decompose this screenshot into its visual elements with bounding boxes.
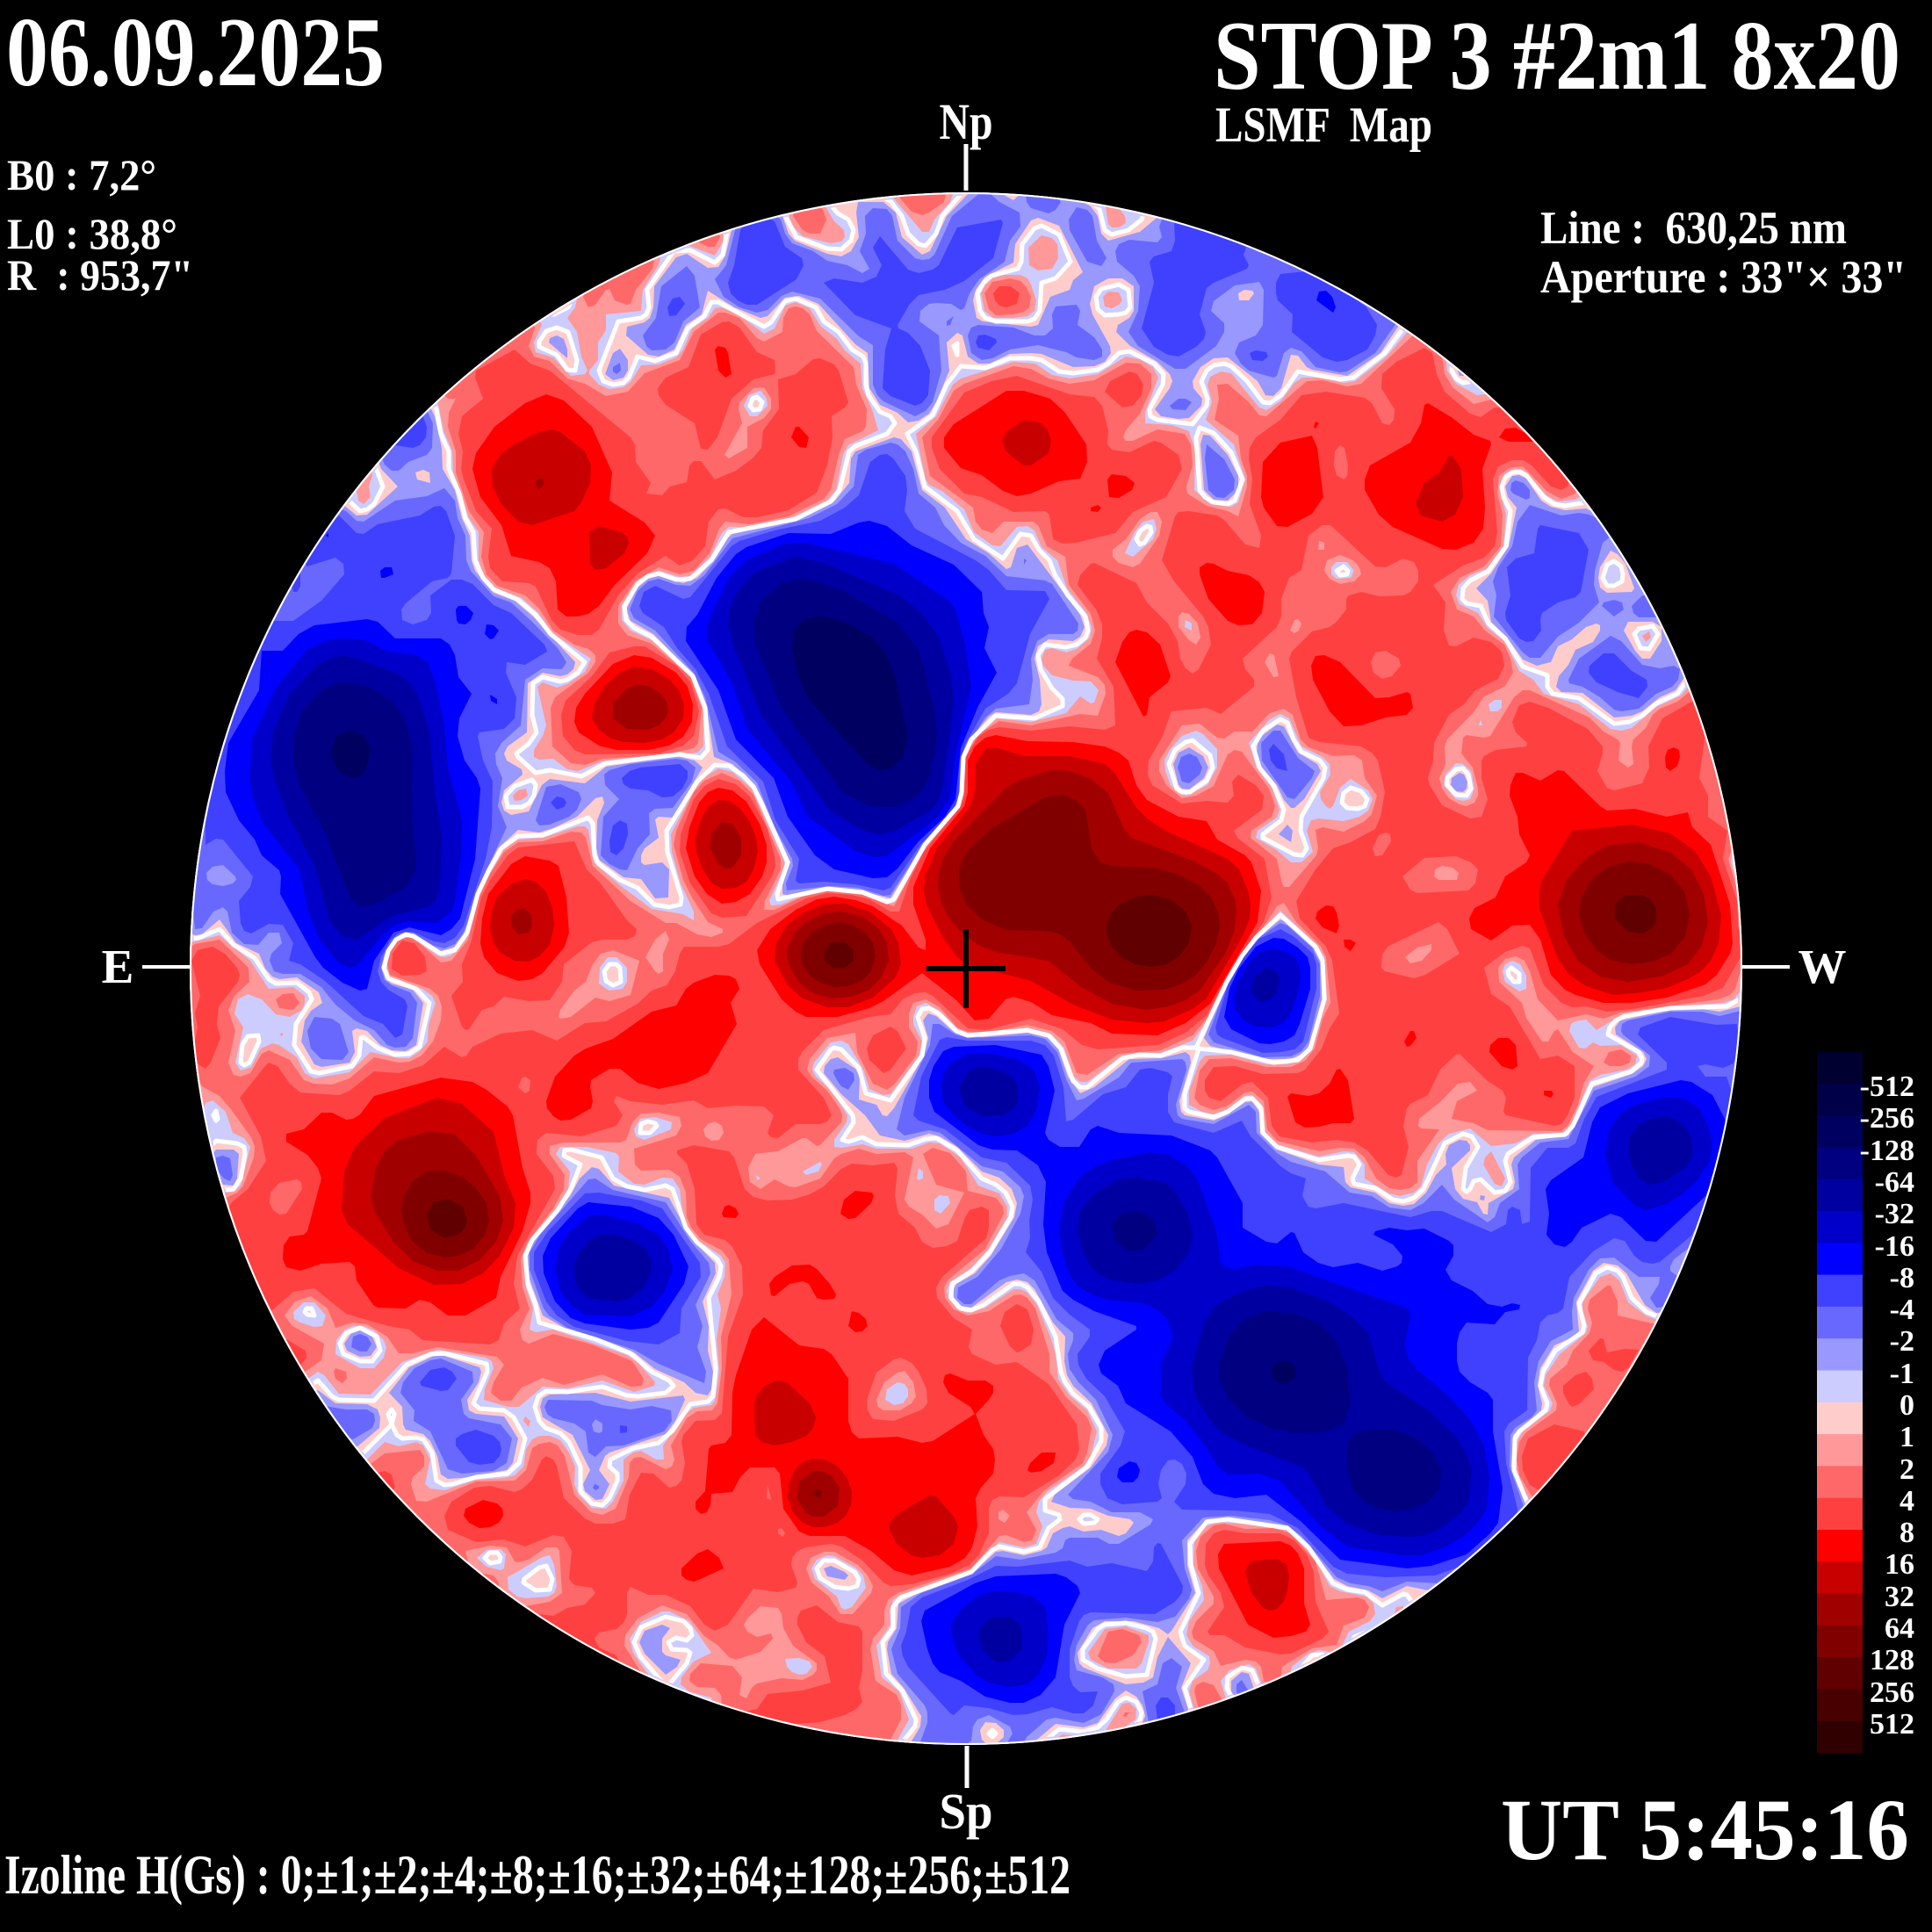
svg-text:E: E — [102, 940, 134, 993]
svg-text:0: 0 — [1900, 1389, 1914, 1422]
svg-text:-32: -32 — [1875, 1198, 1914, 1230]
svg-text:LSMF Map: LSMF Map — [1215, 97, 1432, 153]
svg-text:-512: -512 — [1860, 1071, 1914, 1103]
svg-text:STOP 3 #2m1 8x20: STOP 3 #2m1 8x20 — [1214, 2, 1900, 111]
svg-text:2: 2 — [1900, 1453, 1914, 1486]
svg-text:Izoline H(Gs) : 0;±1;±2;±4;±8;: Izoline H(Gs) : 0;±1;±2;±4;±8;±16;±32;±6… — [4, 1843, 1071, 1906]
svg-text:1: 1 — [1900, 1421, 1914, 1453]
svg-text:W: W — [1799, 940, 1847, 993]
svg-text:R : 953,7": R : 953,7" — [7, 250, 193, 299]
svg-text:Aperture : 33"× 33": Aperture : 33"× 33" — [1540, 252, 1907, 303]
svg-text:-8: -8 — [1890, 1262, 1914, 1294]
svg-text:B0 : 7,2°: B0 : 7,2° — [7, 150, 156, 199]
svg-text:Np: Np — [940, 93, 993, 150]
svg-text:06.09.2025: 06.09.2025 — [6, 0, 385, 107]
svg-text:256: 256 — [1870, 1676, 1914, 1709]
svg-text:-4: -4 — [1890, 1294, 1914, 1326]
svg-text:-16: -16 — [1875, 1230, 1914, 1263]
svg-text:512: 512 — [1870, 1708, 1914, 1741]
svg-text:Line : 630,25 nm: Line : 630,25 nm — [1540, 203, 1847, 254]
svg-text:Sp: Sp — [940, 1783, 993, 1840]
svg-text:-256: -256 — [1860, 1102, 1914, 1135]
svg-text:-64: -64 — [1875, 1166, 1914, 1199]
svg-text:4: 4 — [1900, 1485, 1914, 1517]
svg-text:16: 16 — [1885, 1548, 1914, 1581]
svg-text:-2: -2 — [1890, 1325, 1914, 1358]
svg-text:UT 5:45:16: UT 5:45:16 — [1501, 1781, 1909, 1878]
svg-text:32: 32 — [1885, 1581, 1914, 1613]
svg-text:8: 8 — [1900, 1517, 1914, 1549]
svg-text:64: 64 — [1885, 1612, 1914, 1645]
svg-text:L0 : 38,8°: L0 : 38,8° — [7, 209, 177, 258]
svg-text:-128: -128 — [1860, 1135, 1914, 1167]
svg-text:-1: -1 — [1890, 1358, 1914, 1390]
svg-text:128: 128 — [1870, 1644, 1914, 1676]
